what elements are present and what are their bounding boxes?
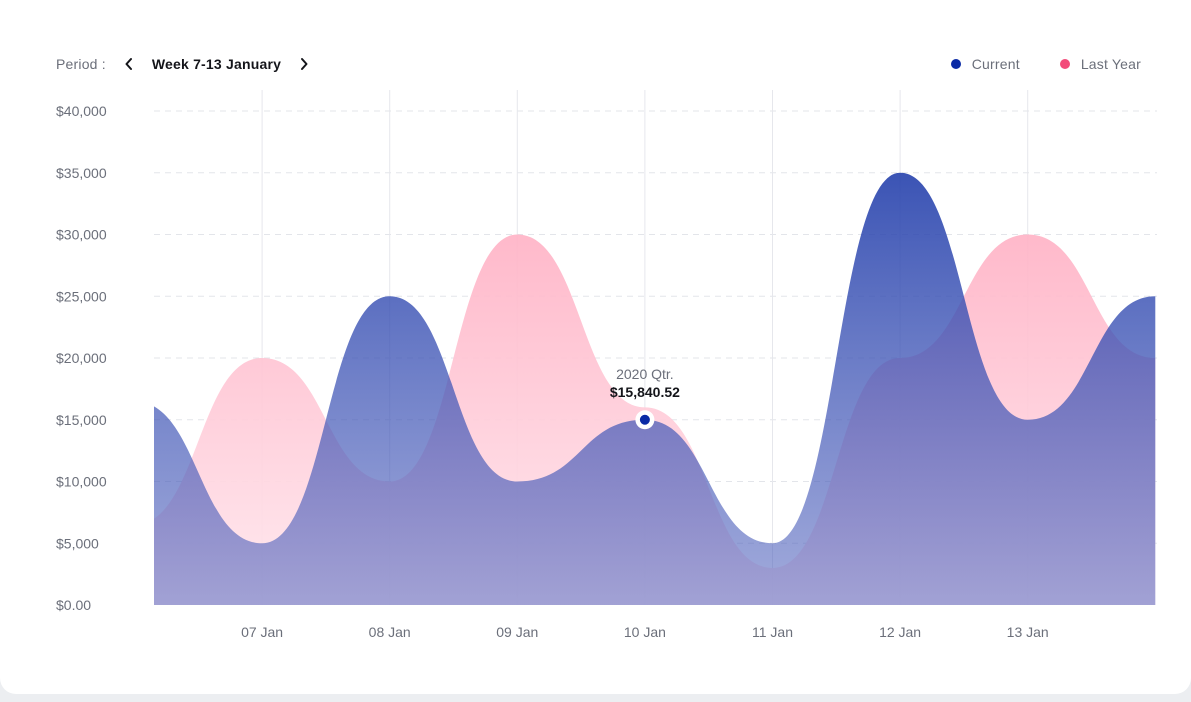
y-tick-label: $10,000 — [56, 474, 107, 490]
legend-label-current: Current — [971, 56, 1020, 72]
tooltip: 2020 Qtr. $15,840.52 — [610, 366, 680, 430]
x-tick-label: 12 Jan — [879, 624, 921, 640]
tooltip-marker-dot — [639, 414, 650, 425]
x-tick-label: 08 Jan — [369, 624, 411, 640]
legend-dot-last-year — [1059, 59, 1070, 69]
x-tick-label: 07 Jan — [241, 624, 283, 640]
legend-item-current[interactable]: Current — [950, 56, 1020, 72]
period-label: Period : — [56, 56, 106, 72]
legend-dot-current — [950, 59, 961, 69]
y-tick-label: $35,000 — [56, 165, 107, 181]
x-tick-label: 13 Jan — [1007, 624, 1049, 640]
legend: Current Last Year — [911, 56, 1141, 72]
x-tick-label: 11 Jan — [752, 624, 793, 640]
y-tick-label: $5,000 — [56, 535, 99, 551]
series-area-current — [154, 172, 1156, 605]
y-tick-label: $40,000 — [56, 103, 107, 119]
x-tick-label: 10 Jan — [624, 624, 666, 640]
y-tick-label: $0.00 — [56, 597, 91, 613]
y-tick-label: $15,000 — [56, 412, 107, 428]
tooltip-subtitle: 2020 Qtr. — [616, 366, 674, 382]
x-tick-label: 09 Jan — [496, 624, 538, 640]
chart-header: Period : Week 7-13 January Current Last … — [56, 54, 1141, 74]
legend-item-last-year[interactable]: Last Year — [1059, 56, 1141, 72]
chevron-left-icon[interactable] — [118, 54, 140, 74]
tooltip-value: $15,840.52 — [610, 384, 680, 400]
legend-label-last-year: Last Year — [1080, 56, 1141, 72]
y-tick-label: $20,000 — [56, 350, 107, 366]
y-tick-label: $30,000 — [56, 227, 107, 243]
chevron-right-icon[interactable] — [293, 54, 315, 74]
y-tick-label: $25,000 — [56, 288, 107, 304]
period-value: Week 7-13 January — [151, 56, 282, 72]
